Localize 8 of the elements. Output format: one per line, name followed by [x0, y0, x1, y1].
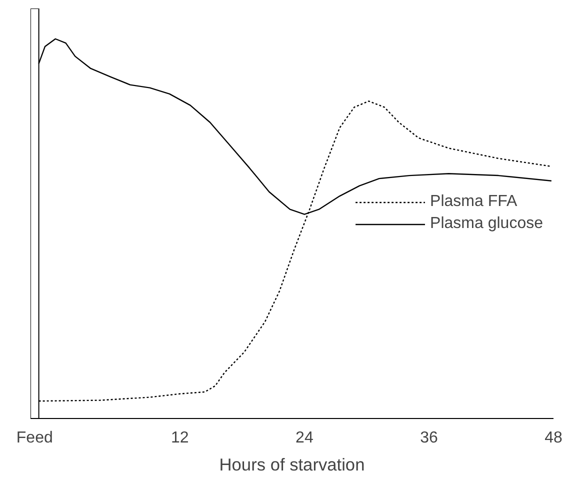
legend-label: Plasma glucose	[430, 215, 543, 233]
x-tick-label: 24	[296, 430, 314, 446]
x-tick-label: 36	[420, 430, 438, 446]
x-tick-label: Feed	[16, 430, 53, 446]
x-tick-label: 12	[171, 430, 189, 446]
x-tick-label: 48	[544, 430, 562, 446]
legend-label: Plasma FFA	[430, 193, 518, 211]
x-axis-title: Hours of starvation	[219, 454, 365, 474]
